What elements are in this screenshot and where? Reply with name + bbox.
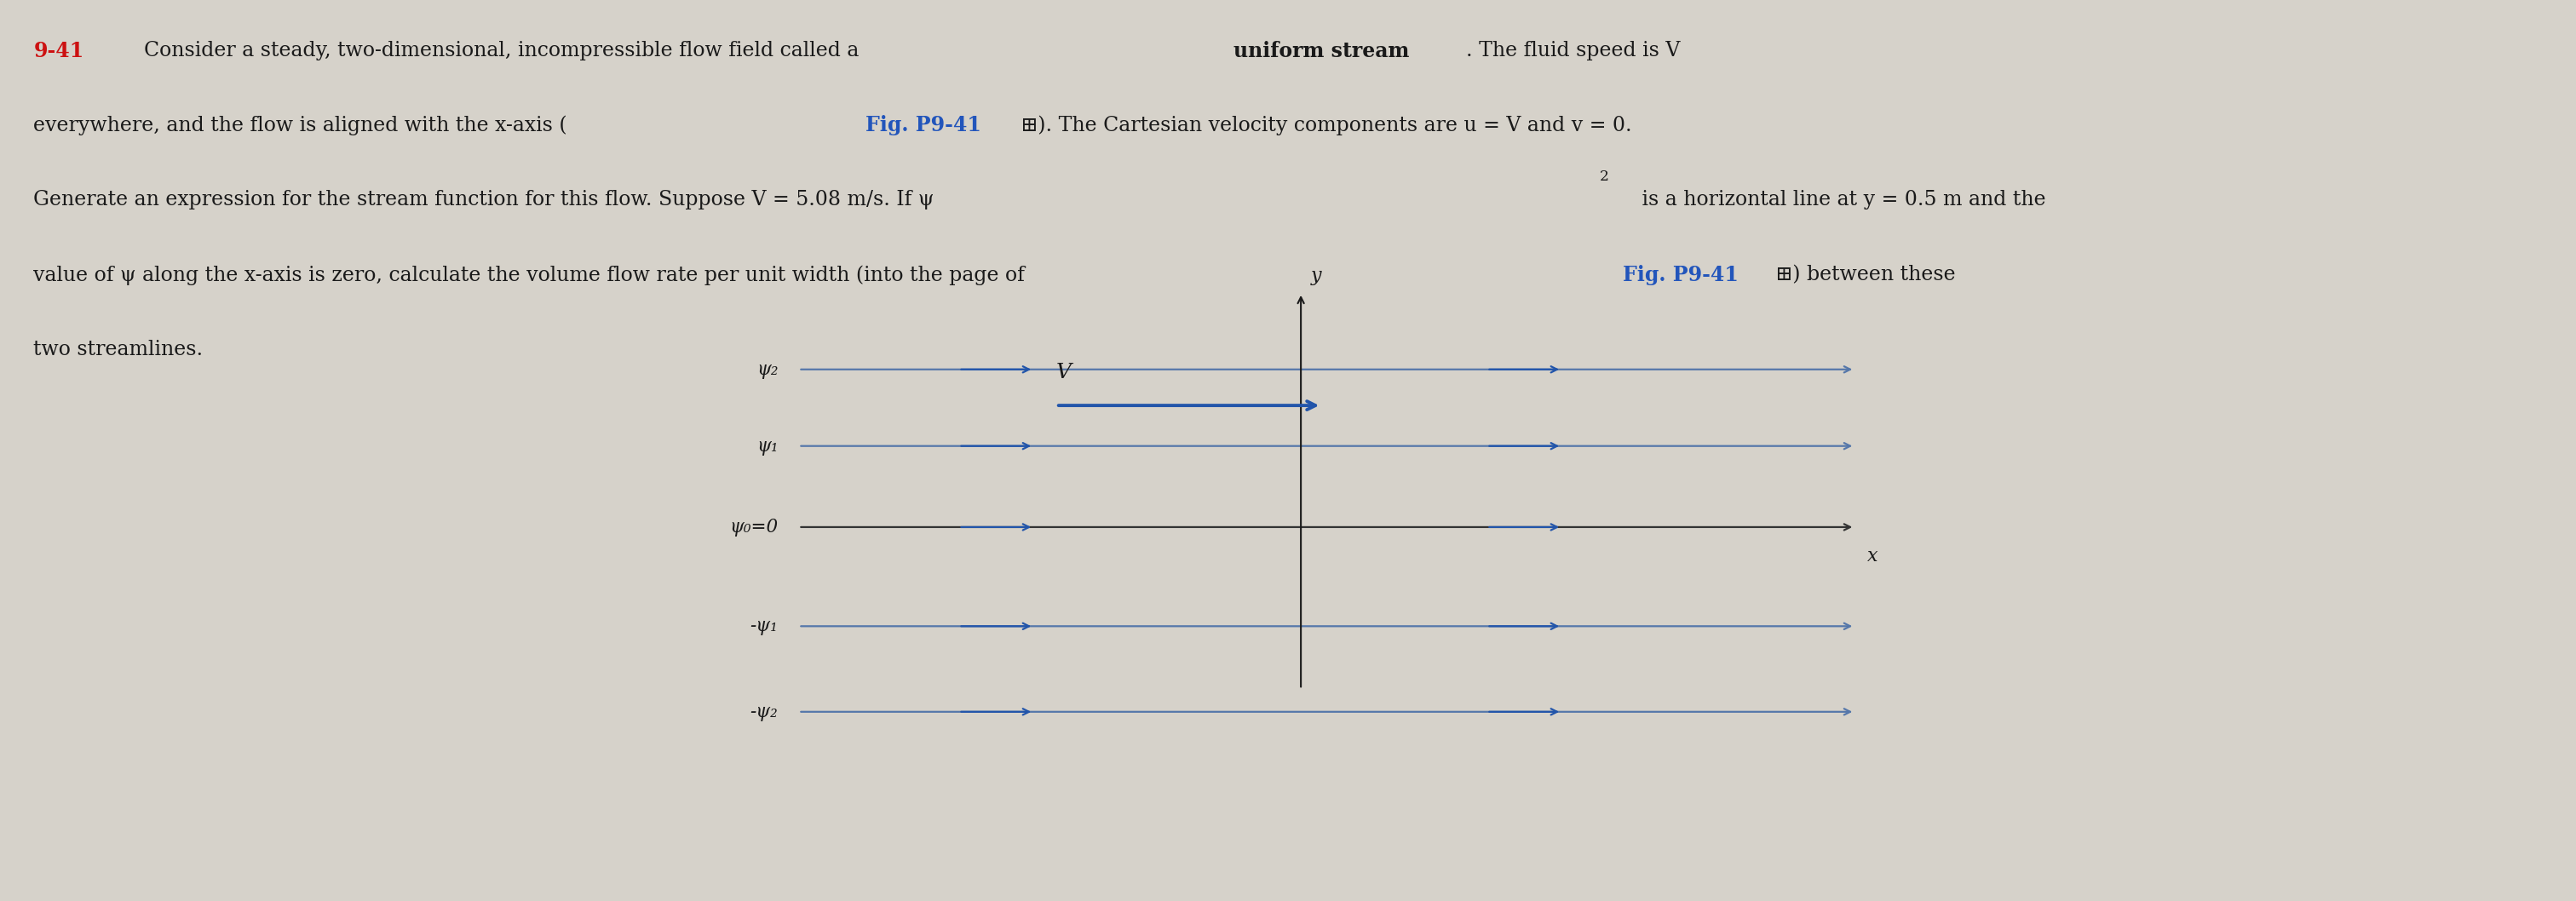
Text: x: x xyxy=(1868,547,1878,566)
Text: -ψ₁: -ψ₁ xyxy=(750,617,778,635)
Text: . The fluid speed is V: . The fluid speed is V xyxy=(1466,41,1680,60)
Text: ψ₂: ψ₂ xyxy=(757,360,778,378)
Text: everywhere, and the flow is aligned with the x-axis (: everywhere, and the flow is aligned with… xyxy=(33,115,567,135)
Text: value of ψ along the x-axis is zero, calculate the volume flow rate per unit wid: value of ψ along the x-axis is zero, cal… xyxy=(33,265,1030,285)
Text: uniform stream: uniform stream xyxy=(1234,41,1409,61)
Text: Fig. P9‑41: Fig. P9‑41 xyxy=(1623,265,1739,286)
Text: 9‑41: 9‑41 xyxy=(33,41,85,61)
Text: ψ₁: ψ₁ xyxy=(757,437,778,455)
Text: ψ₀=0: ψ₀=0 xyxy=(729,518,778,536)
Text: two streamlines.: two streamlines. xyxy=(33,340,204,359)
Text: ⊞). The Cartesian velocity components are u = V and v = 0.: ⊞). The Cartesian velocity components ar… xyxy=(1015,115,1633,135)
Text: Generate an expression for the stream function for this flow. Suppose V = 5.08 m: Generate an expression for the stream fu… xyxy=(33,190,935,210)
Text: 2: 2 xyxy=(1600,169,1610,184)
Text: V: V xyxy=(1056,362,1072,382)
Text: y: y xyxy=(1311,267,1321,286)
Text: Fig. P9‑41: Fig. P9‑41 xyxy=(866,115,981,136)
Text: is a horizontal line at y = 0.5 m and the: is a horizontal line at y = 0.5 m and th… xyxy=(1636,190,2045,210)
Text: ⊞) between these: ⊞) between these xyxy=(1770,265,1955,285)
Text: -ψ₂: -ψ₂ xyxy=(750,703,778,721)
Text: Consider a steady, two-dimensional, incompressible flow field called a: Consider a steady, two-dimensional, inco… xyxy=(131,41,866,60)
